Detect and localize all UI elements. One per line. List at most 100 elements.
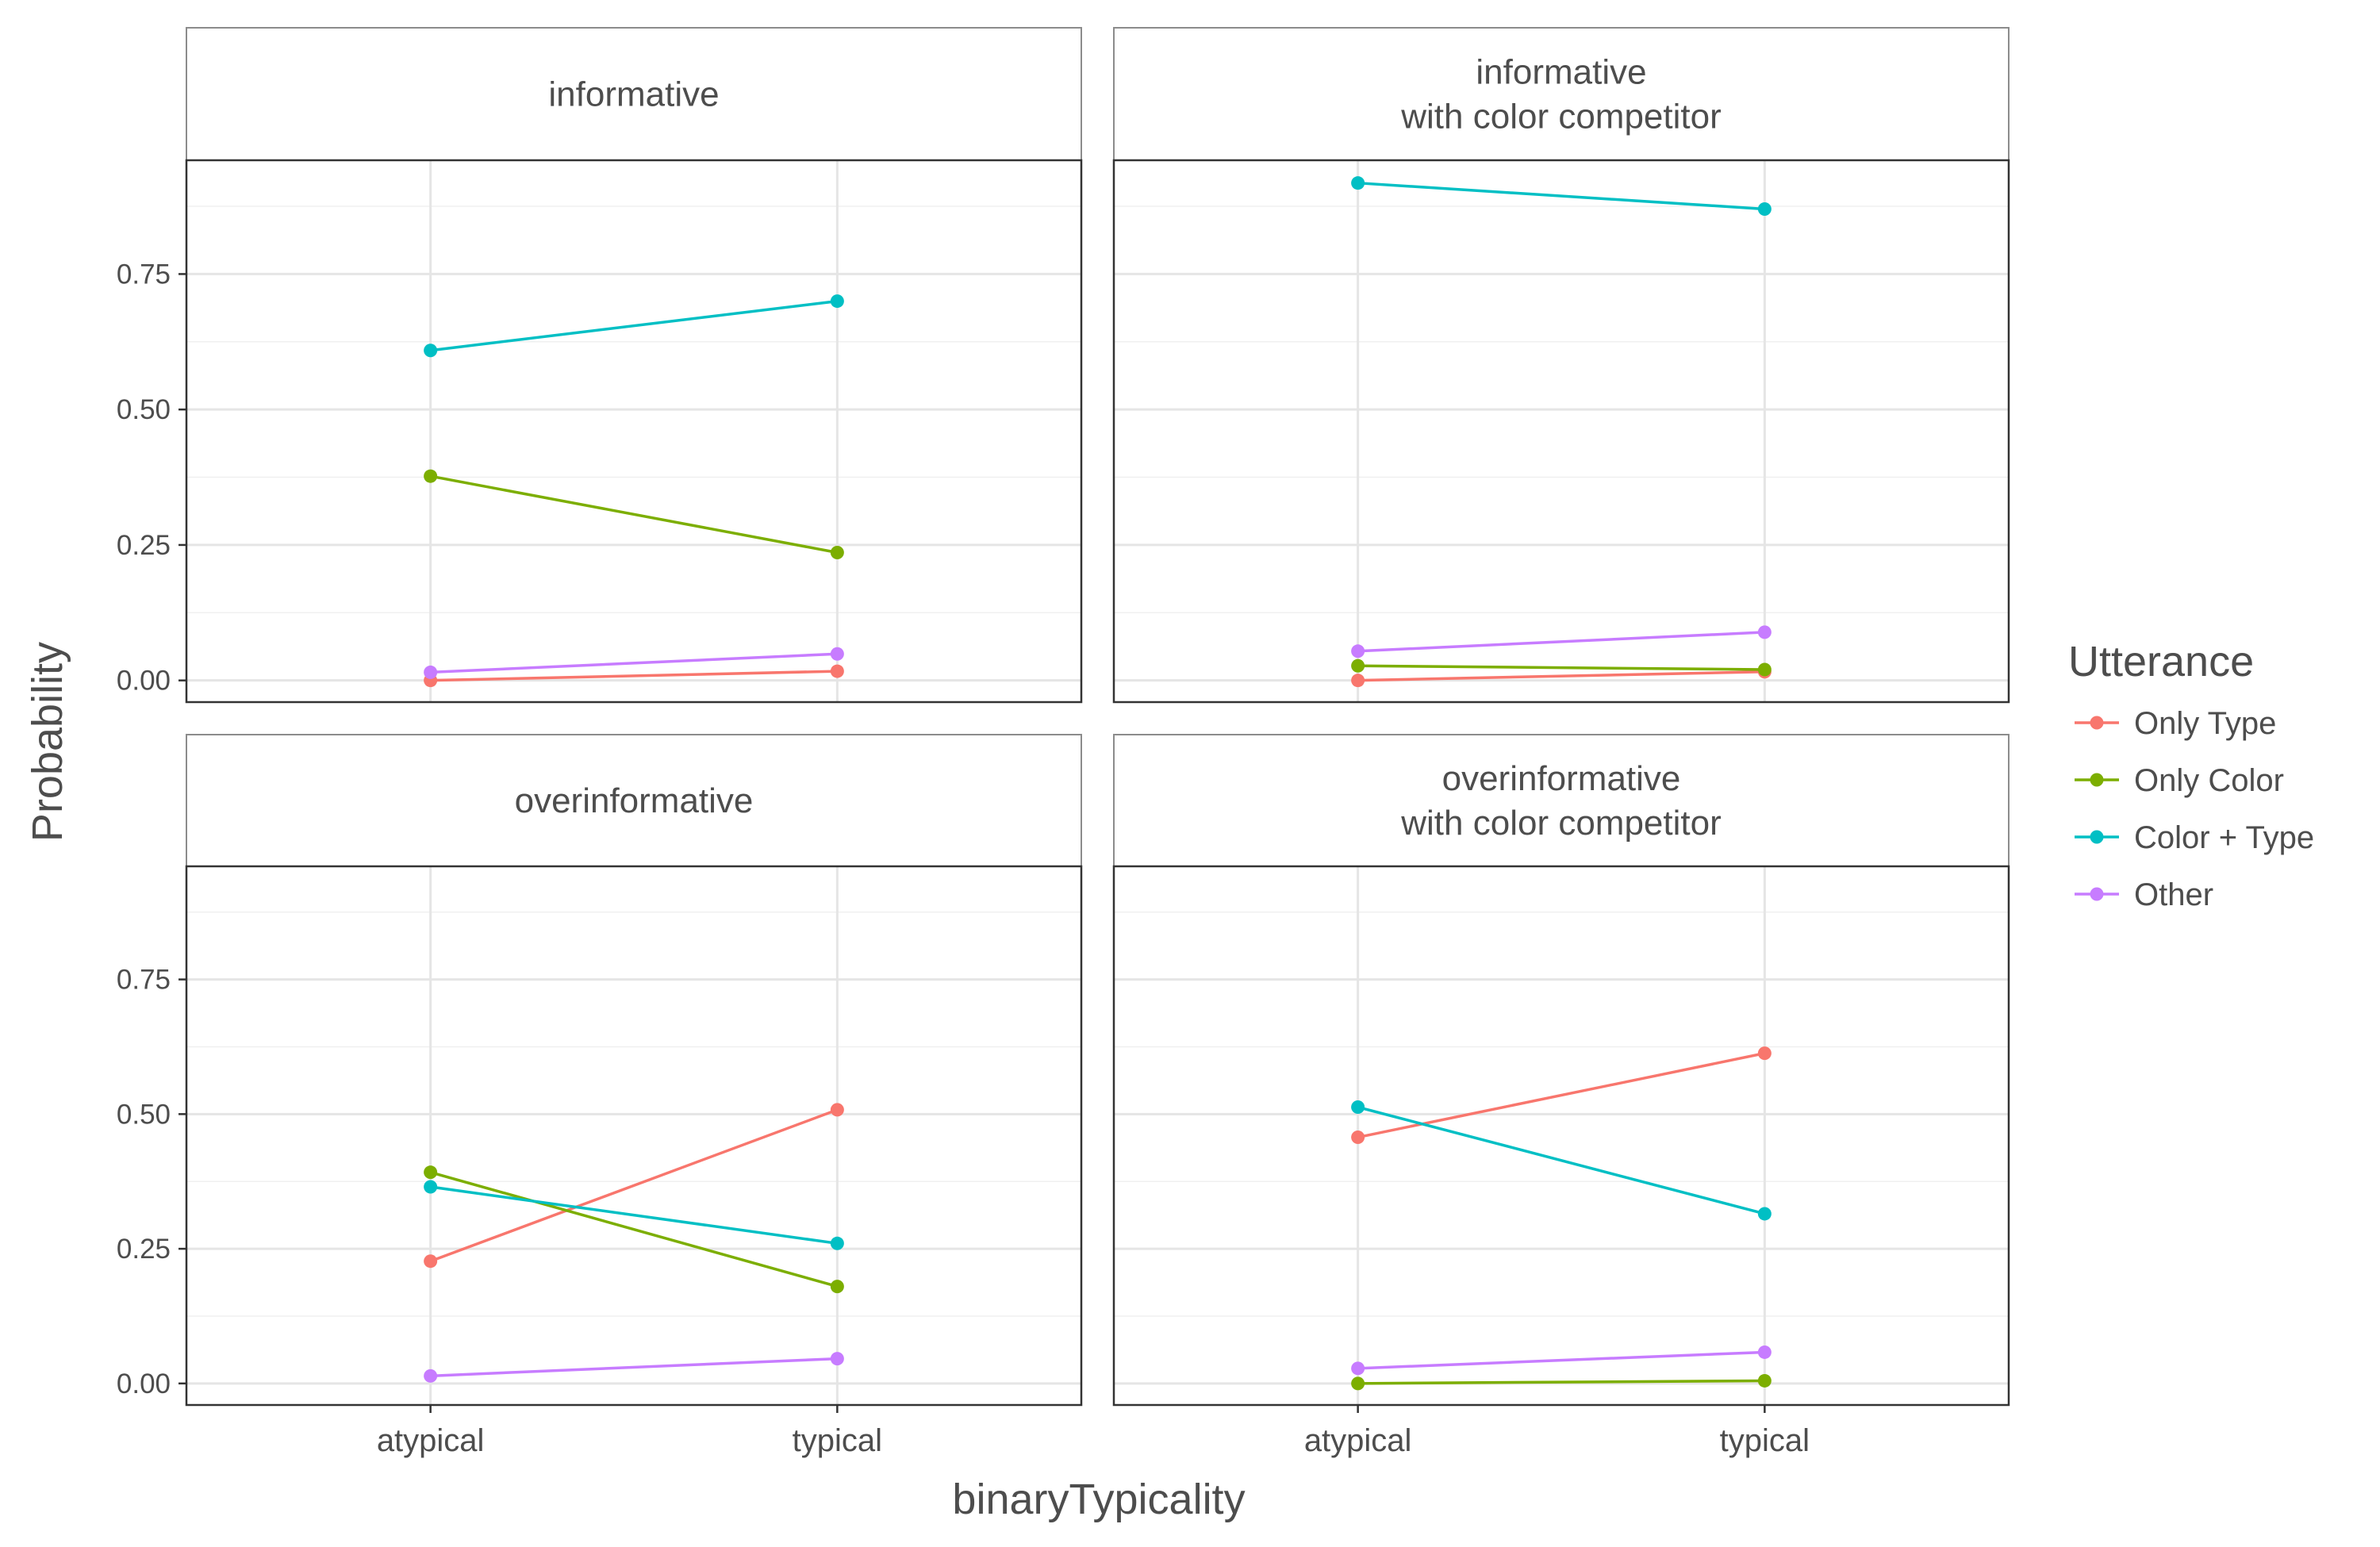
series-only-color: [1351, 1373, 1772, 1391]
series-line: [1357, 181, 1765, 211]
data-point-atypical: [1351, 1361, 1365, 1376]
legend-item-color-type: Color + Type: [2075, 820, 2314, 855]
y-tick-label: 0.00: [117, 666, 171, 697]
data-point-atypical: [424, 344, 438, 358]
facet-panel-4: overinformative with color competitor: [1112, 734, 2010, 1407]
legend-title: Utterance: [2068, 638, 2254, 685]
data-point-atypical: [424, 469, 438, 483]
legend-item-other: Other: [2075, 877, 2213, 912]
data-point-typical: [830, 1352, 844, 1366]
panel-border: [1112, 159, 2010, 704]
facet-strip: [1113, 27, 2010, 161]
series-color-type: [1351, 1100, 1772, 1221]
gridlines: [186, 160, 1081, 702]
facet-title-line: informative: [1476, 53, 1646, 92]
series-line: [1357, 670, 1765, 682]
gridlines: [186, 866, 1081, 1405]
series-other: [424, 647, 844, 679]
facet-panels: informative informative with color competi…: [185, 27, 2010, 1407]
data-point-atypical: [424, 1254, 438, 1269]
y-tick-label: 0.00: [117, 1368, 171, 1399]
series-line: [430, 670, 838, 682]
x-axis: atypical typical atypical typical: [377, 1405, 1810, 1458]
series-line: [430, 1170, 838, 1288]
data-point-atypical: [1351, 658, 1365, 673]
facet-strip: [186, 734, 1082, 867]
panel-background: [186, 160, 1081, 702]
series-line: [1357, 1379, 1765, 1385]
series-only-type: [1351, 1046, 1772, 1145]
series-only-type: [424, 1103, 844, 1269]
y-tick-label: 0.50: [117, 1099, 171, 1130]
series-only-color: [424, 469, 844, 559]
series-only-color: [1351, 658, 1772, 677]
series-other: [1351, 625, 1772, 658]
series-line: [430, 652, 838, 674]
series-line: [430, 474, 838, 555]
y-tick-label: 0.50: [117, 394, 171, 425]
panel-background: [1114, 160, 2009, 702]
data-point-atypical: [424, 1165, 438, 1180]
series-only-color: [424, 1165, 844, 1294]
y-tick-label: 0.25: [117, 530, 171, 561]
x-tick-label: atypical: [377, 1423, 485, 1458]
series-other: [1351, 1345, 1772, 1376]
data-point-typical: [1757, 1207, 1772, 1221]
facet-strip: [1113, 734, 2010, 867]
y-axes: 0.00 0.25 0.50 0.75 0.00 0.25 0.50 0.75: [117, 259, 186, 1399]
series-line: [1357, 631, 1765, 653]
legend-label: Color + Type: [2134, 820, 2314, 855]
panel-background: [186, 866, 1081, 1405]
y-tick-label: 0.75: [117, 965, 171, 996]
legend-item-only-color: Only Color: [2075, 763, 2284, 798]
series-other: [424, 1352, 844, 1383]
facet-panel-3: overinformative: [185, 734, 1083, 1407]
legend-label: Only Type: [2134, 706, 2276, 741]
series-line: [1357, 1051, 1765, 1139]
facet-title-line: overinformative: [1442, 759, 1681, 798]
facet-title-line: informative: [548, 75, 719, 114]
data-point-typical: [1757, 202, 1772, 216]
data-point-typical: [830, 294, 844, 309]
panel-background: [1114, 866, 2009, 1405]
data-point-atypical: [1351, 176, 1365, 190]
data-point-typical: [1757, 1046, 1772, 1061]
gridlines: [1114, 160, 2009, 702]
legend-key-point: [2090, 716, 2104, 730]
data-point-typical: [1757, 1345, 1772, 1359]
data-point-typical: [830, 545, 844, 559]
y-axis-title: Probability: [24, 642, 71, 842]
series-color-type: [424, 1180, 844, 1250]
data-point-atypical: [1351, 1130, 1365, 1145]
data-point-typical: [1757, 662, 1772, 677]
data-point-atypical: [1351, 644, 1365, 658]
x-tick-label: typical: [1720, 1423, 1810, 1458]
data-point-typical: [830, 647, 844, 661]
series-line: [430, 1108, 838, 1263]
data-point-typical: [830, 1280, 844, 1294]
panel-border: [185, 159, 1083, 704]
x-tick-label: atypical: [1304, 1423, 1412, 1458]
facet-title-line: with color competitor: [1400, 98, 1721, 136]
facet-panel-1: informative: [185, 27, 1083, 704]
legend-entries: Only Type Only Color Color + Type Other: [2075, 706, 2314, 912]
series-line: [1357, 1350, 1765, 1370]
data-point-atypical: [424, 1368, 438, 1383]
x-tick-label: typical: [793, 1423, 882, 1458]
series-line: [430, 299, 838, 352]
series-line: [430, 1185, 838, 1246]
facet-strip: [186, 27, 1082, 161]
panel-border: [1112, 865, 2010, 1407]
legend-item-only-type: Only Type: [2075, 706, 2276, 741]
series-color-type: [1351, 176, 1772, 216]
data-point-atypical: [424, 1180, 438, 1194]
series-line: [430, 1357, 838, 1378]
y-tick-label: 0.25: [117, 1234, 171, 1265]
data-point-atypical: [1351, 674, 1365, 688]
facet-title-line: overinformative: [515, 781, 754, 820]
legend-key-point: [2090, 887, 2104, 901]
data-point-typical: [830, 1103, 844, 1117]
legend-key-point: [2090, 830, 2104, 844]
series-line: [1357, 664, 1765, 671]
